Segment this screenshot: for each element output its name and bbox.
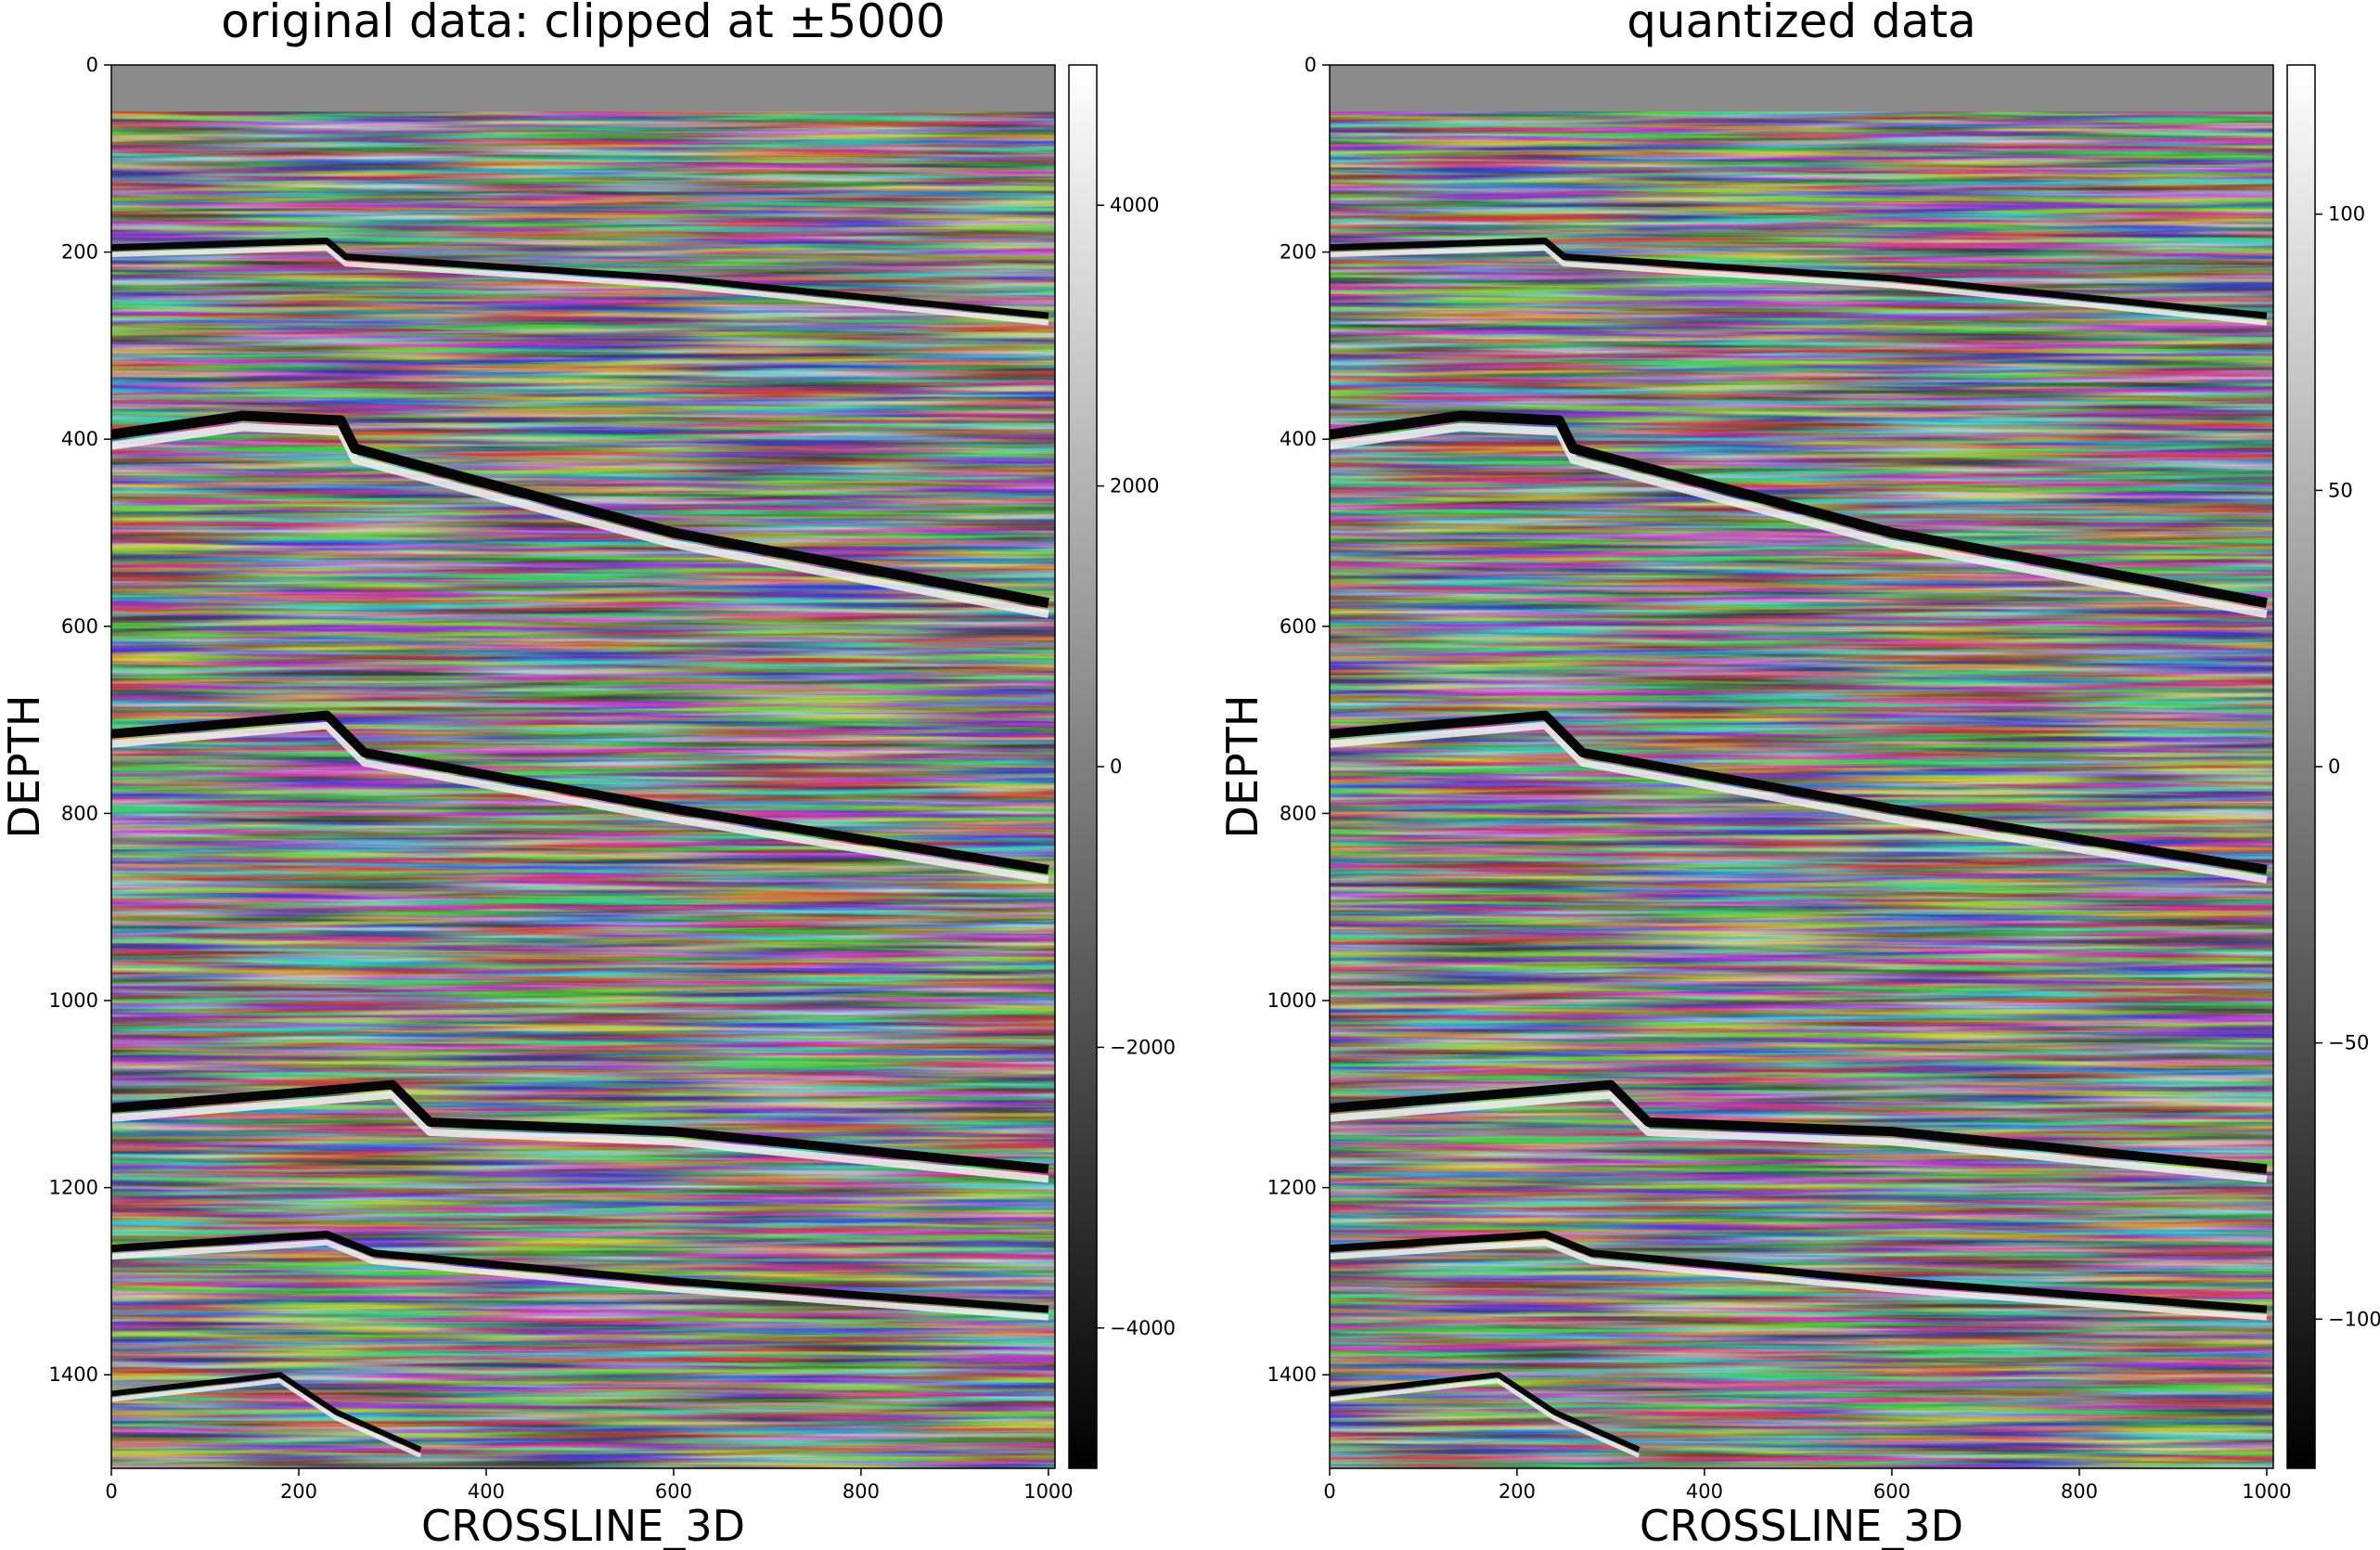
y-axis-label: DEPTH xyxy=(0,695,49,839)
reflector-trough-5 xyxy=(1330,1231,2268,1313)
reflector-trough-3 xyxy=(1330,710,2268,874)
y-tick-label: 200 xyxy=(1280,241,1317,264)
x-tick-label: 0 xyxy=(1323,1480,1335,1503)
reflector-peak-6 xyxy=(1330,1378,1640,1458)
y-tick-label: 600 xyxy=(61,615,98,638)
y-tick-label: 0 xyxy=(86,54,98,76)
x-axis-label: CROSSLINE_3D xyxy=(1640,1501,1963,1550)
y-axis-label: DEPTH xyxy=(1217,695,1267,839)
reflector-peak-3 xyxy=(111,721,1049,884)
colorbar xyxy=(2286,64,2316,1469)
y-tick-label: 800 xyxy=(61,802,98,824)
reflector-peak-5 xyxy=(1330,1239,2268,1321)
colorbar xyxy=(1068,64,1098,1469)
reflector-trough-4 xyxy=(1330,1079,2268,1174)
x-tick-label: 400 xyxy=(468,1480,505,1503)
x-tick-label: 800 xyxy=(2061,1480,2098,1503)
x-tick-label: 200 xyxy=(1499,1480,1536,1503)
seismic-image xyxy=(111,65,1055,1468)
reflector-trough-1 xyxy=(111,238,1049,319)
y-tick-label: 0 xyxy=(1305,54,1317,76)
y-tick-label: 1000 xyxy=(1267,989,1317,1012)
colorbar-tick-label: 50 xyxy=(2328,479,2353,501)
reflector-peak-6 xyxy=(111,1378,422,1458)
reflector-trough-6 xyxy=(111,1372,422,1453)
y-tick-label: 800 xyxy=(1280,802,1317,824)
x-tick-label: 1000 xyxy=(1023,1480,1073,1503)
colorbar-tick-label: 4000 xyxy=(1110,194,1159,216)
reflector-peak-4 xyxy=(111,1091,1049,1183)
reflector-peak-5 xyxy=(111,1239,1049,1321)
reflector-peak-3 xyxy=(1330,721,2268,884)
x-tick-label: 600 xyxy=(655,1480,692,1503)
water-column xyxy=(1330,65,2273,111)
reflector-trough-4 xyxy=(111,1079,1049,1174)
chart-title: quantized data xyxy=(1627,0,1976,48)
colorbar-tick-label: 100 xyxy=(2328,203,2365,226)
y-tick-label: 1000 xyxy=(49,989,98,1012)
y-tick-label: 1400 xyxy=(1267,1363,1317,1386)
y-tick-label: 400 xyxy=(1280,428,1317,450)
colorbar-tick-label: 0 xyxy=(2328,756,2340,778)
reflector-peak-4 xyxy=(1330,1091,2268,1183)
x-tick-label: 1000 xyxy=(2242,1480,2291,1503)
y-tick-label: 1200 xyxy=(1267,1177,1317,1199)
colorbar-tick-label: −2000 xyxy=(1110,1036,1176,1058)
x-axis-label: CROSSLINE_3D xyxy=(421,1501,745,1550)
x-tick-label: 800 xyxy=(843,1480,880,1503)
x-tick-label: 600 xyxy=(1873,1480,1910,1503)
y-tick-label: 1200 xyxy=(49,1177,98,1199)
x-tick-label: 200 xyxy=(280,1480,317,1503)
colorbar-tick-label: 0 xyxy=(1110,756,1122,778)
reflector-trough-5 xyxy=(111,1231,1049,1313)
x-tick-label: 0 xyxy=(105,1480,117,1503)
panel-1: original data: clipped at ±5000 0 200 400 60… xyxy=(0,0,1176,1550)
reflector-trough-1 xyxy=(1330,238,2268,319)
reflector-trough-3 xyxy=(111,710,1049,874)
reflector-peak-1 xyxy=(111,245,1049,326)
water-column xyxy=(111,65,1055,111)
seismic-image xyxy=(1330,65,2273,1468)
axes-frame xyxy=(1329,64,2274,1469)
chart-title: original data: clipped at ±5000 xyxy=(221,0,946,48)
y-tick-label: 600 xyxy=(1280,615,1317,638)
colorbar-tick-label: 2000 xyxy=(1110,475,1159,497)
colorbar-tick-label: −100 xyxy=(2328,1308,2380,1330)
colorbar-tick-label: −4000 xyxy=(1110,1317,1176,1339)
x-tick-label: 400 xyxy=(1686,1480,1723,1503)
y-tick-label: 200 xyxy=(61,241,98,264)
reflector-peak-1 xyxy=(1330,245,2268,326)
axes-frame xyxy=(110,64,1056,1469)
reflector-trough-2 xyxy=(111,410,1049,609)
y-tick-label: 400 xyxy=(61,428,98,450)
y-tick-label: 1400 xyxy=(49,1363,98,1386)
colorbar-tick-label: −50 xyxy=(2328,1032,2369,1054)
reflector-trough-6 xyxy=(1330,1372,1640,1453)
reflector-trough-2 xyxy=(1330,410,2268,609)
